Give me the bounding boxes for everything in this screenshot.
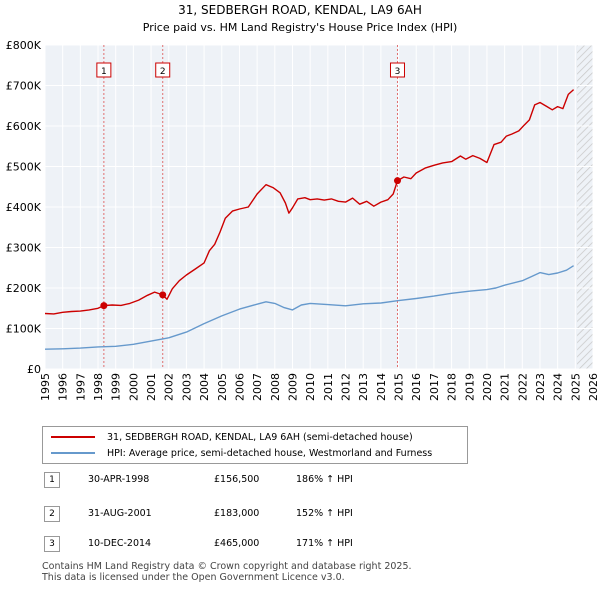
- legend-swatch-hpi: [51, 452, 95, 454]
- sale-price: £465,000: [214, 538, 260, 549]
- sale-label-box: [389, 62, 405, 78]
- x-axis-ticks: 1995 1996 1997 1998 1999 2000 2001 2002 2003 2004…: [39, 373, 600, 401]
- x-tick-label: 1999: [110, 373, 123, 401]
- sale-hpi-change: 186% ↑ HPI: [296, 474, 353, 485]
- legend-item-hpi: HPI: Average price, semi-detached house,…: [51, 446, 432, 460]
- x-tick-label: 2001: [145, 373, 158, 401]
- sale-price: £156,500: [214, 474, 260, 485]
- x-tick-label: 1997: [74, 373, 87, 401]
- y-tick-label: £300K: [6, 242, 42, 255]
- table-row: 1 30-APR-1998 £156,500 186% ↑ HPI: [40, 472, 400, 490]
- table-row: 2 31-AUG-2001 £183,000 152% ↑ HPI: [40, 506, 400, 524]
- sale-point: [393, 177, 401, 185]
- sale-hpi-change: 152% ↑ HPI: [296, 508, 353, 519]
- footer-line-1: Contains HM Land Registry data © Crown c…: [42, 561, 412, 572]
- x-tick-label: 2019: [463, 373, 476, 401]
- y-tick-label: £0: [27, 363, 41, 376]
- sale-date: 31-AUG-2001: [88, 508, 152, 519]
- x-tick-label: 2024: [552, 373, 565, 401]
- footer-attribution: Contains HM Land Registry data © Crown c…: [42, 561, 412, 583]
- x-tick-label: 2012: [340, 373, 353, 401]
- sale-number: 2: [44, 506, 60, 522]
- x-tick-label: 2018: [446, 373, 459, 401]
- y-tick-label: £200K: [6, 282, 42, 295]
- x-tick-label: 2002: [163, 373, 176, 401]
- legend-item-property: 31, SEDBERGH ROAD, KENDAL, LA9 6AH (semi…: [51, 430, 413, 444]
- sale-markers-lines: 1 2 3: [96, 45, 405, 369]
- x-tick-label: 2011: [322, 373, 335, 401]
- x-tick-label: 2016: [410, 373, 423, 401]
- chart-title: 31, SEDBERGH ROAD, KENDAL, LA9 6AH: [178, 3, 422, 17]
- legend: 31, SEDBERGH ROAD, KENDAL, LA9 6AH (semi…: [42, 426, 468, 464]
- x-tick-label: 2013: [357, 373, 370, 401]
- sale-number: 3: [44, 536, 60, 552]
- sale-label-box: [96, 62, 112, 78]
- x-tick-label: 2005: [216, 373, 229, 401]
- legend-swatch-property: [51, 436, 95, 438]
- y-tick-label: £700K: [6, 80, 42, 93]
- x-tick-label: 2006: [233, 373, 246, 401]
- x-tick-label: 2014: [375, 373, 388, 401]
- sale-date: 10-DEC-2014: [88, 538, 152, 549]
- x-tick-label: 2023: [534, 373, 547, 401]
- x-tick-label: 2008: [269, 373, 282, 401]
- chart-subtitle: Price paid vs. HM Land Registry's House …: [143, 21, 458, 34]
- sale-price: £183,000: [214, 508, 260, 519]
- sale-points: [100, 177, 401, 310]
- sale-label: 1: [101, 67, 107, 77]
- x-tick-label: 2004: [198, 373, 211, 401]
- price-chart: 31, SEDBERGH ROAD, KENDAL, LA9 6AH Price…: [6, 3, 600, 401]
- legend-label-hpi: HPI: Average price, semi-detached house,…: [107, 447, 433, 459]
- sale-date: 30-APR-1998: [88, 474, 150, 485]
- y-tick-label: £500K: [6, 161, 42, 174]
- sale-point: [100, 302, 108, 310]
- x-tick-label: 2000: [127, 373, 140, 401]
- x-tick-label: 2003: [180, 373, 193, 401]
- x-tick-label: 2010: [304, 373, 317, 401]
- x-tick-label: 2020: [481, 373, 494, 401]
- grid-lines: [44, 44, 594, 370]
- table-row: 3 10-DEC-2014 £465,000 171% ↑ HPI: [40, 536, 400, 554]
- y-axis-ticks: £0 £100K £200K £300K £400K £500K £600K £700K £80…: [6, 39, 42, 376]
- x-tick-label: 2017: [428, 373, 441, 401]
- x-tick-label: 2022: [516, 373, 529, 401]
- footer-line-2: This data is licensed under the Open Gov…: [42, 572, 345, 583]
- sale-point: [159, 291, 167, 299]
- y-tick-label: £600K: [6, 120, 42, 133]
- y-tick-label: £800K: [6, 39, 42, 52]
- x-tick-label: 2021: [499, 373, 512, 401]
- x-tick-label: 2026: [587, 373, 600, 401]
- legend-label-property: 31, SEDBERGH ROAD, KENDAL, LA9 6AH (semi…: [107, 431, 413, 443]
- hpi-series-line: [45, 265, 574, 350]
- sale-label: 3: [395, 67, 401, 77]
- series-lines: [45, 89, 575, 350]
- property-series-line: [45, 89, 575, 315]
- x-tick-label: 2025: [569, 373, 582, 401]
- x-tick-label: 1998: [92, 373, 105, 401]
- sale-label-box: [155, 62, 171, 78]
- x-tick-label: 1996: [57, 373, 70, 401]
- x-tick-label: 2007: [251, 373, 264, 401]
- y-tick-label: £400K: [6, 201, 42, 214]
- sale-number: 1: [44, 472, 60, 488]
- x-tick-label: 2015: [393, 373, 406, 401]
- x-tick-label: 1995: [39, 373, 52, 401]
- x-tick-label: 2009: [286, 373, 299, 401]
- sale-label: 2: [160, 67, 166, 77]
- sale-hpi-change: 171% ↑ HPI: [296, 538, 353, 549]
- y-tick-label: £100K: [6, 323, 42, 336]
